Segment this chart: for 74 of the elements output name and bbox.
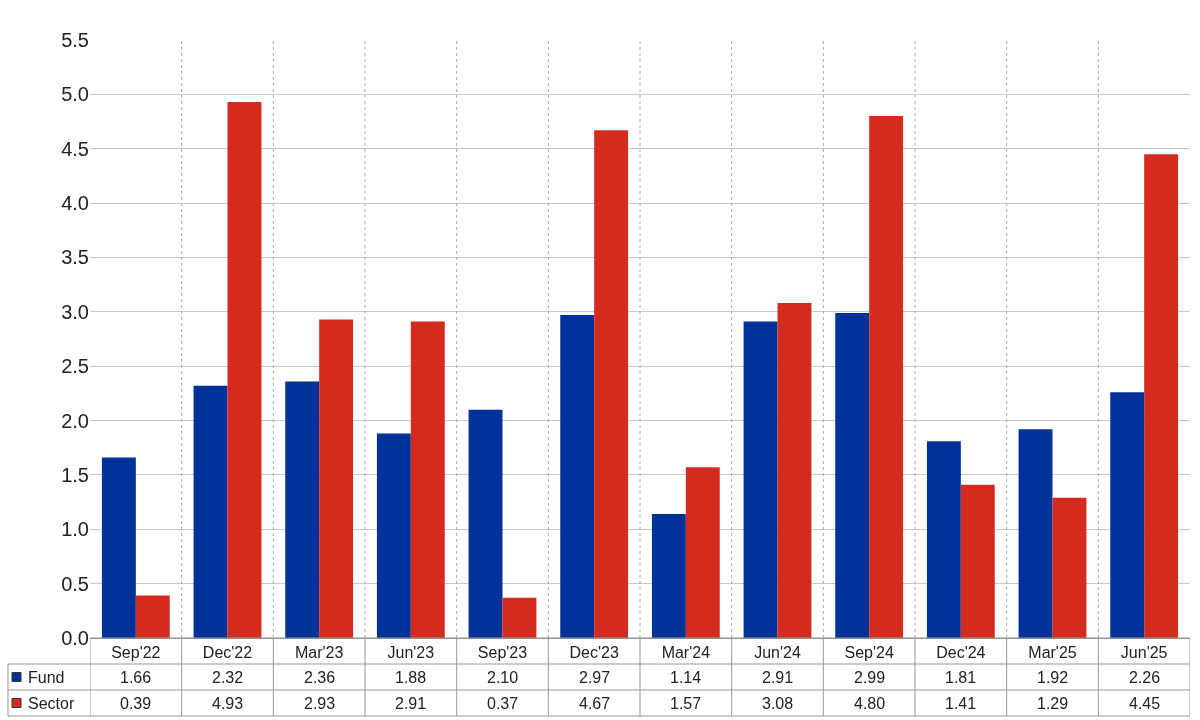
x-tick-label: Sep'22 bbox=[111, 644, 161, 662]
data-label: 1.92 bbox=[1037, 669, 1069, 686]
legend-label: Sector bbox=[28, 695, 75, 712]
data-label: 2.32 bbox=[212, 669, 244, 686]
data-label: 1.29 bbox=[1037, 695, 1069, 712]
bar bbox=[560, 315, 595, 638]
bar bbox=[135, 595, 170, 638]
x-tick-label: Dec'23 bbox=[569, 644, 619, 662]
data-label: 2.97 bbox=[579, 669, 611, 686]
data-label: 0.37 bbox=[487, 695, 519, 712]
data-label: 3.08 bbox=[762, 695, 794, 712]
y-tick-label: 5.5 bbox=[61, 29, 89, 51]
bar bbox=[285, 381, 320, 638]
data-label: 1.81 bbox=[945, 669, 977, 686]
bar bbox=[1018, 429, 1053, 638]
data-label: 2.91 bbox=[762, 669, 794, 686]
y-tick-label: 0.0 bbox=[61, 627, 89, 649]
bar bbox=[193, 385, 228, 638]
x-tick-label: Sep'24 bbox=[844, 644, 894, 662]
bar bbox=[410, 321, 445, 638]
y-tick-label: 3.0 bbox=[61, 300, 89, 323]
bar bbox=[777, 303, 812, 638]
data-label: 2.91 bbox=[395, 695, 427, 712]
data-label: 2.36 bbox=[304, 669, 336, 686]
x-tick-label: Jun'25 bbox=[1120, 644, 1168, 662]
data-label: 1.14 bbox=[670, 669, 702, 686]
y-tick-label: 4.0 bbox=[61, 192, 89, 215]
bar bbox=[319, 319, 354, 638]
data-label: 2.10 bbox=[487, 669, 519, 686]
data-label: 4.67 bbox=[579, 695, 611, 712]
bar bbox=[1052, 497, 1087, 638]
y-tick-label: 3.5 bbox=[61, 246, 89, 269]
y-tick-label: 1.5 bbox=[61, 463, 89, 486]
bar bbox=[869, 116, 904, 638]
bar bbox=[1144, 154, 1179, 638]
legend-label: Fund bbox=[28, 669, 65, 686]
bar bbox=[743, 321, 778, 638]
data-label: 2.99 bbox=[854, 669, 886, 686]
x-tick-label: Mar'24 bbox=[661, 644, 711, 662]
x-tick-label: Jun'24 bbox=[754, 644, 801, 662]
data-label: 1.88 bbox=[395, 669, 427, 686]
data-label: 2.26 bbox=[1129, 669, 1161, 686]
data-label: 0.39 bbox=[120, 695, 152, 712]
bar bbox=[685, 467, 720, 638]
y-tick-label: 0.5 bbox=[61, 572, 89, 595]
bar bbox=[926, 441, 961, 638]
bar bbox=[376, 433, 411, 638]
y-tick-label: 1.0 bbox=[61, 518, 89, 541]
bar bbox=[101, 457, 136, 638]
bar bbox=[835, 312, 870, 638]
bar bbox=[651, 514, 686, 638]
data-label: 1.66 bbox=[120, 669, 152, 686]
y-tick-label: 2.5 bbox=[61, 355, 89, 378]
data-label: 4.93 bbox=[212, 695, 244, 712]
bar bbox=[502, 597, 537, 638]
y-tick-label: 4.5 bbox=[61, 137, 89, 160]
bar bbox=[594, 130, 629, 638]
x-tick-label: Mar'25 bbox=[1028, 644, 1077, 662]
bar bbox=[960, 484, 995, 638]
data-label: 4.80 bbox=[854, 695, 886, 712]
x-tick-label: Dec'24 bbox=[936, 644, 986, 662]
data-label: 1.57 bbox=[670, 695, 702, 712]
bar bbox=[468, 409, 503, 638]
data-label: 1.41 bbox=[945, 695, 977, 712]
bar bbox=[227, 101, 262, 638]
x-tick-label: Dec'22 bbox=[202, 644, 253, 662]
x-tick-label: Jun'23 bbox=[387, 644, 435, 662]
data-label: 2.93 bbox=[304, 695, 336, 712]
x-tick-label: Mar'23 bbox=[294, 644, 344, 662]
x-tick-label: Sep'23 bbox=[477, 644, 528, 662]
bar bbox=[1110, 392, 1145, 638]
data-label: 4.45 bbox=[1129, 695, 1161, 712]
y-tick-label: 5.0 bbox=[61, 83, 89, 106]
y-tick-label: 2.0 bbox=[61, 409, 89, 432]
